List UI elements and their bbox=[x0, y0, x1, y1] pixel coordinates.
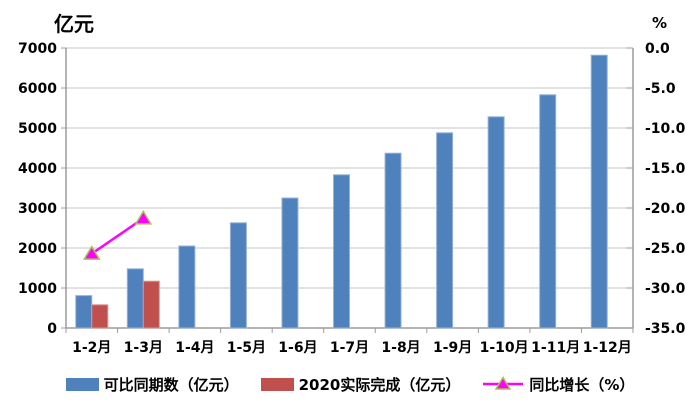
left-axis-tick-label: 2000 bbox=[18, 241, 57, 257]
legend-swatch-red-bar bbox=[260, 377, 294, 391]
bar-comparable bbox=[229, 222, 247, 329]
left-axis-unit-label: 亿元 bbox=[54, 12, 94, 36]
right-axis-tick-label: 0.0 bbox=[645, 41, 670, 57]
bar-actual-2020 bbox=[142, 280, 160, 329]
right-axis-tick-label: -30.0 bbox=[645, 281, 686, 297]
x-axis-category-label: 1-6月 bbox=[278, 340, 317, 356]
x-axis-category-label: 1-12月 bbox=[583, 340, 632, 356]
legend-label-actual: 2020实际完成（亿元） bbox=[298, 375, 461, 394]
bar-comparable bbox=[126, 268, 144, 329]
bar-comparable bbox=[590, 54, 608, 329]
bar-comparable bbox=[75, 295, 93, 329]
right-axis-tick-label: -10.0 bbox=[645, 121, 686, 137]
left-axis-tick-label: 4000 bbox=[18, 161, 57, 177]
right-axis-tick-label: -5.0 bbox=[645, 81, 676, 97]
right-axis-unit-label: % bbox=[652, 14, 668, 32]
x-axis-category-label: 1-8月 bbox=[381, 340, 420, 356]
left-axis-tick-label: 1000 bbox=[18, 281, 57, 297]
legend-item-actual: 2020实际完成（亿元） bbox=[260, 374, 461, 395]
x-axis-category-label: 1-3月 bbox=[124, 340, 163, 356]
left-axis-tick-label: 7000 bbox=[18, 41, 57, 57]
legend-swatch-blue-bar bbox=[65, 377, 99, 391]
triangle-marker bbox=[82, 245, 101, 260]
left-axis-tick-label: 3000 bbox=[18, 201, 57, 217]
right-axis-tick-label: -20.0 bbox=[645, 201, 686, 217]
bar-comparable bbox=[178, 245, 196, 329]
legend-swatch-growth-line bbox=[483, 376, 524, 390]
bar-comparable bbox=[384, 152, 402, 329]
x-axis-category-label: 1-2月 bbox=[72, 340, 111, 356]
right-axis-tick-label: -15.0 bbox=[645, 161, 686, 177]
left-axis-tick-label: 0 bbox=[47, 321, 57, 337]
x-axis-category-label: 1-11月 bbox=[531, 340, 580, 356]
bar-comparable bbox=[281, 197, 299, 329]
right-axis-tick-label: -25.0 bbox=[645, 241, 686, 257]
legend: 可比同期数（亿元） 2020实际完成（亿元） 同比增长（%） bbox=[0, 366, 700, 402]
left-axis-tick-label: 6000 bbox=[18, 81, 57, 97]
legend-triangle-marker bbox=[495, 376, 512, 390]
bar-comparable bbox=[487, 116, 505, 329]
x-axis-category-label: 1-4月 bbox=[175, 340, 214, 356]
x-axis-category-label: 1-10月 bbox=[480, 340, 529, 356]
triangle-marker bbox=[134, 209, 153, 225]
x-axis-category-label: 1-7月 bbox=[330, 340, 369, 356]
bar-comparable bbox=[333, 174, 350, 329]
legend-label-growth: 同比增长（%） bbox=[529, 375, 635, 394]
bar-comparable bbox=[539, 94, 557, 329]
legend-item-growth: 同比增长（%） bbox=[482, 374, 634, 395]
left-axis-tick-label: 5000 bbox=[18, 121, 57, 137]
legend-label-comparable: 可比同期数（亿元） bbox=[103, 375, 239, 394]
right-axis-tick-label: -35.0 bbox=[645, 321, 686, 337]
x-axis-category-label: 1-5月 bbox=[227, 340, 266, 356]
legend-item-comparable: 可比同期数（亿元） bbox=[65, 374, 239, 395]
bar-comparable bbox=[436, 132, 454, 329]
x-axis-category-label: 1-9月 bbox=[433, 340, 472, 356]
bar-actual-2020 bbox=[91, 304, 109, 329]
